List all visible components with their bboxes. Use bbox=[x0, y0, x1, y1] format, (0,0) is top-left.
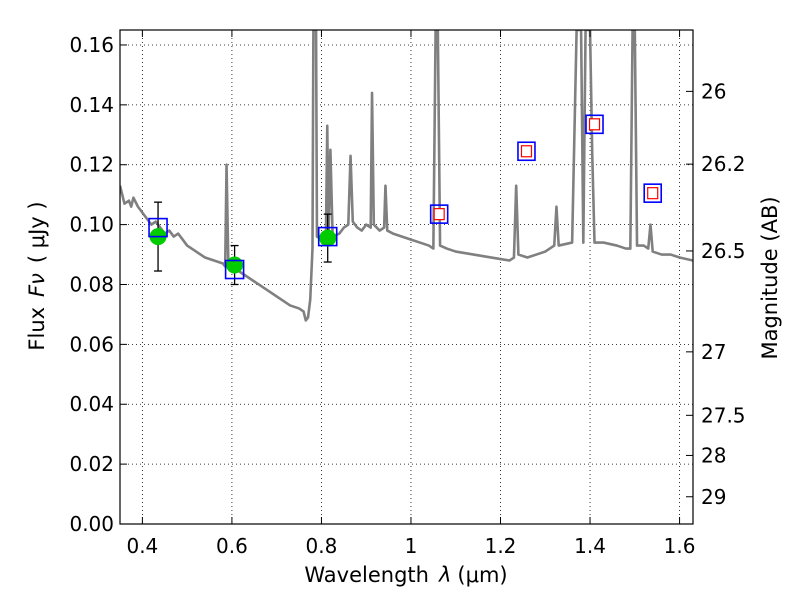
predicted-flux-square bbox=[643, 183, 663, 203]
predicted-flux-inner bbox=[433, 208, 445, 221]
predicted-flux-square bbox=[585, 114, 604, 135]
model-flux-square bbox=[317, 226, 338, 247]
model-flux-square bbox=[148, 217, 168, 238]
y2-tick-label: 29 bbox=[701, 485, 726, 509]
y-tick-label: 0.14 bbox=[69, 93, 114, 117]
x-tick-label: 0.4 bbox=[126, 534, 158, 558]
y-axis-label-unit: ( μJy ) bbox=[25, 201, 49, 263]
x-tick-label: 0.6 bbox=[216, 534, 248, 558]
predicted-flux-square bbox=[429, 204, 449, 224]
plot-frame bbox=[119, 29, 694, 525]
x-tick-label: 1.4 bbox=[574, 534, 606, 558]
y2-tick-label: 26.5 bbox=[701, 239, 746, 263]
photometry-point bbox=[319, 229, 337, 247]
x-tick-label: 0.8 bbox=[306, 534, 338, 558]
y-axis-label-symbol: Fν bbox=[25, 273, 49, 297]
x-tick-label: 1.6 bbox=[664, 534, 696, 558]
predicted-flux-square bbox=[517, 141, 536, 162]
y-tick-label: 0.10 bbox=[69, 213, 114, 237]
y-tick-label: 0.16 bbox=[69, 33, 114, 57]
predicted-flux-inner bbox=[520, 145, 533, 158]
tick-labels: 0.4 0.6 0.8 1 1.2 1.4 1.6 0.00 0.02 0.04 0.06 0.08 0… bbox=[69, 33, 745, 558]
y2-tick-label: 28 bbox=[701, 443, 726, 467]
spectrum-layer bbox=[120, 30, 693, 322]
y2-tick-label: 27.5 bbox=[701, 403, 746, 427]
x-axis-label-symbol: λ bbox=[438, 563, 451, 587]
y-tick-label: 0.12 bbox=[69, 153, 114, 177]
y2-tick-label: 27 bbox=[701, 340, 726, 364]
x-tick-label: 1 bbox=[405, 534, 418, 558]
y2-axis-label: Magnitude (AB) bbox=[758, 196, 782, 359]
y-axis-label: Flux Fν ( μJy ) bbox=[25, 201, 49, 350]
spectrum-line bbox=[120, 30, 693, 322]
model-flux-square bbox=[224, 259, 245, 280]
y2-tick-label: 26 bbox=[701, 79, 726, 103]
y-axis-label-text: Flux bbox=[25, 307, 49, 351]
y-tick-label: 0.06 bbox=[69, 332, 114, 356]
y-tick-label: 0.00 bbox=[69, 512, 114, 536]
x-tick-label: 1.2 bbox=[485, 534, 517, 558]
x-axis-label-text: Wavelength bbox=[304, 563, 429, 587]
y-tick-label: 0.02 bbox=[69, 452, 114, 476]
x-axis-label: Wavelength λ (μm) bbox=[304, 563, 507, 587]
y-tick-label: 0.04 bbox=[69, 392, 114, 416]
predicted-flux-inner bbox=[647, 187, 659, 200]
y-tick-label: 0.08 bbox=[69, 272, 114, 296]
axes bbox=[119, 29, 694, 525]
marker-layer bbox=[148, 114, 663, 286]
y2-tick-label: 26.2 bbox=[701, 152, 746, 176]
photometry-point bbox=[226, 256, 244, 274]
x-axis-label-unit: (μm) bbox=[457, 563, 507, 587]
predicted-flux-inner bbox=[588, 118, 601, 131]
grid bbox=[120, 30, 693, 524]
